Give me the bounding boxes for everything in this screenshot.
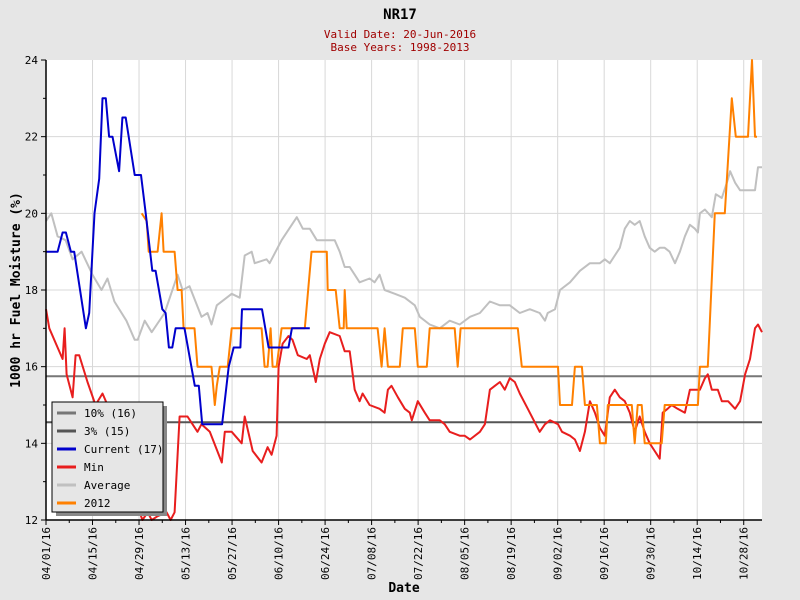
x-tick-label: 04/01/16 — [40, 527, 53, 580]
legend-label: Current (17) — [84, 443, 163, 456]
legend-label: 3% (15) — [84, 425, 130, 438]
y-axis-label: 1000 hr Fuel Moisture (%) — [9, 192, 24, 388]
chart-subtitle-valid-date: Valid Date: 20-Jun-2016 — [324, 28, 476, 41]
legend-label: 2012 — [84, 497, 111, 510]
x-tick-label: 06/24/16 — [319, 527, 332, 580]
y-tick-label: 12 — [25, 514, 38, 527]
x-axis-label: Date — [388, 581, 419, 596]
x-tick-label: 05/13/16 — [180, 527, 193, 580]
y-tick-label: 24 — [25, 54, 39, 67]
y-axis-ticks: 12 14 16 18 20 22 24 — [25, 54, 46, 527]
x-tick-label: 08/05/16 — [459, 527, 472, 580]
series-line-current-17 — [46, 97, 310, 426]
x-tick-label: 04/29/16 — [133, 527, 146, 580]
chart-title: NR17 — [383, 7, 417, 23]
y-tick-label: 16 — [25, 361, 38, 374]
x-tick-label: 09/16/16 — [598, 527, 611, 580]
x-tick-label: 08/19/16 — [505, 527, 518, 580]
y-tick-label: 22 — [25, 131, 38, 144]
legend-label: Min — [84, 461, 104, 474]
legend-label: 10% (16) — [84, 407, 137, 420]
legend-box — [51, 401, 164, 513]
x-tick-label: 10/14/16 — [691, 527, 704, 580]
x-tick-label: 04/15/16 — [87, 527, 100, 580]
x-tick-label: 10/28/16 — [738, 527, 751, 580]
x-tick-label: 05/27/16 — [226, 527, 239, 580]
x-tick-label: 09/30/16 — [645, 527, 658, 580]
x-axis-ticks: 04/01/16 04/15/16 04/29/16 05/13/16 05/27/16… — [40, 520, 751, 580]
x-tick-label: 07/22/16 — [412, 527, 425, 580]
y-tick-label: 20 — [25, 207, 38, 220]
legend: 10% (16) 3% (15) Current (17) Min Average 201… — [51, 401, 167, 516]
x-tick-label: 06/10/16 — [273, 527, 286, 580]
chart-subtitle-base-years: Base Years: 1998-2013 — [330, 41, 469, 54]
x-tick-label: 07/08/16 — [366, 527, 379, 580]
y-tick-label: 18 — [25, 284, 38, 297]
y-tick-label: 14 — [25, 437, 39, 450]
x-tick-label: 09/02/16 — [552, 527, 565, 580]
legend-label: Average — [84, 479, 130, 492]
series-line-2012 — [140, 59, 757, 445]
